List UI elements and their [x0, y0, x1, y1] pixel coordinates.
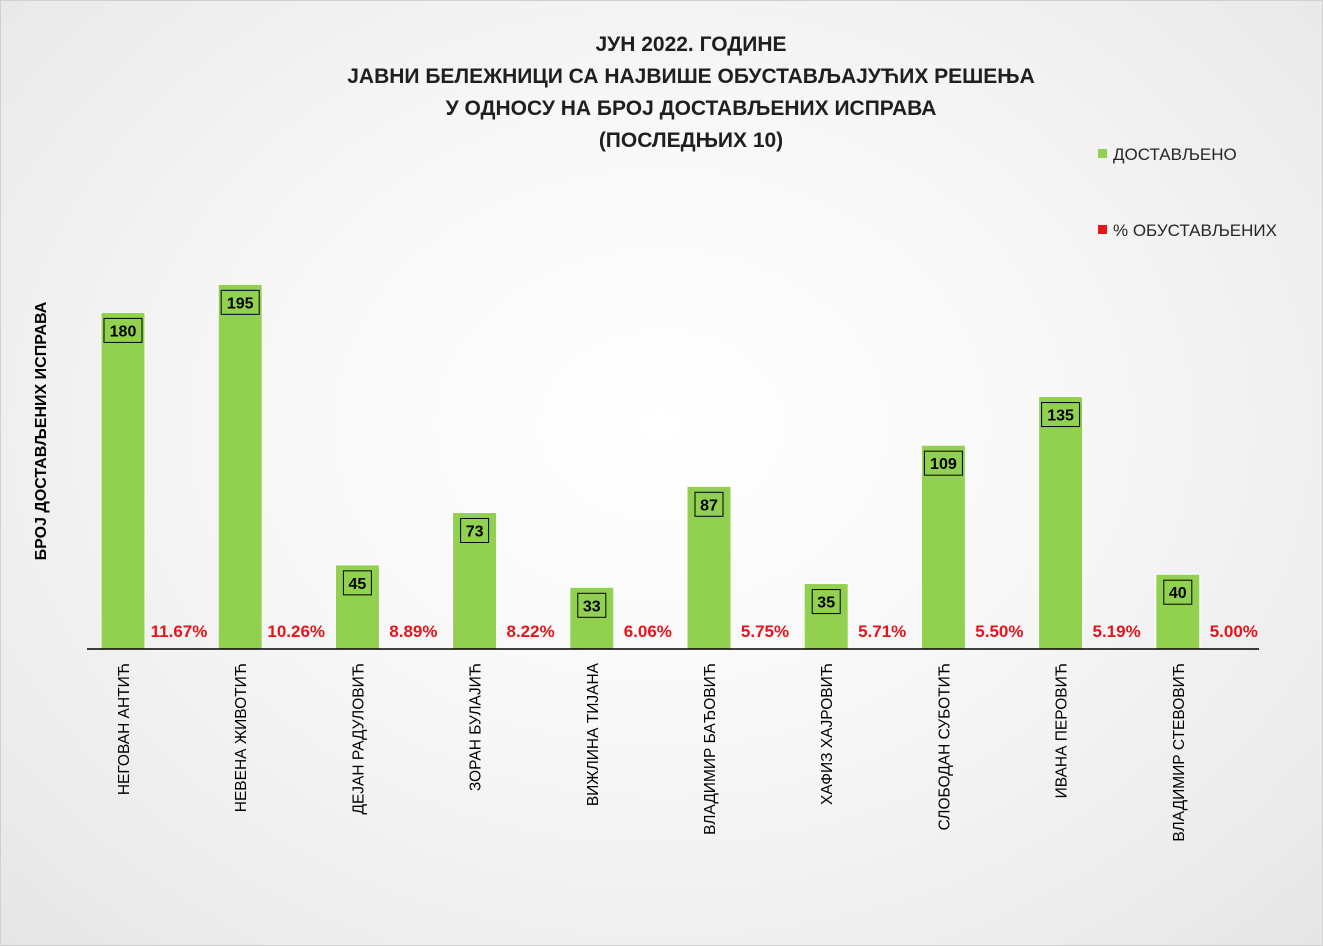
value-label: 73 [466, 523, 484, 540]
value-label: 180 [110, 323, 137, 340]
value-label: 87 [700, 497, 718, 514]
category-label: ВИЖЛИНА ТИЈАНА [585, 662, 602, 806]
value-label-box [342, 570, 372, 596]
bar-delivered [100, 311, 146, 650]
value-label: 195 [227, 295, 254, 312]
percent-label: 8.22% [506, 622, 554, 641]
bar-delivered [920, 444, 966, 650]
value-label-box [103, 317, 143, 343]
value-label: 135 [1047, 408, 1074, 425]
percent-label: 5.19% [1092, 622, 1140, 641]
category-label: СЛОБОДАН СУБОТИЋ [936, 663, 953, 830]
percent-label: 6.06% [624, 622, 672, 641]
percent-label: 5.00% [1210, 622, 1258, 641]
percent-label: 10.26% [267, 622, 325, 641]
legend-label-suspended: % ОБУСТАВЉЕНИХ [1113, 221, 1277, 240]
value-label-box [694, 491, 724, 517]
value-label-box [923, 450, 963, 476]
legend-swatch-delivered [1098, 149, 1107, 158]
category-label: НЕГОВАН АНТИЋ [116, 663, 133, 795]
value-label-box [220, 289, 260, 315]
value-label: 45 [349, 576, 367, 593]
value-label-box [1041, 402, 1081, 428]
value-label-box [577, 592, 607, 618]
legend: ДОСТАВЉЕНО % ОБУСТАВЉЕНИХ [1098, 145, 1277, 240]
title-line-1: ЈУН 2022. ГОДИНЕ [595, 33, 786, 56]
value-label: 33 [583, 598, 601, 615]
value-label-box [460, 517, 490, 543]
category-label: ВЛАДИМИР СТЕВОВИЋ [1171, 663, 1188, 842]
percent-label: 5.50% [975, 622, 1023, 641]
percent-label: 11.67% [151, 622, 208, 641]
legend-swatch-suspended [1098, 225, 1107, 234]
title-line-4: (ПОСЛЕДЊИХ 10) [599, 129, 783, 152]
title-line-3: У ОДНОСУ НА БРОЈ ДОСТАВЉЕНИХ ИСПРАВА [446, 97, 937, 120]
value-label-box [1163, 579, 1193, 605]
category-label: ИВАНА ПЕРОВИЋ [1054, 663, 1071, 798]
y-axis-label: БРОЈ ДОСТАВЉЕНИХ ИСПРАВА [33, 301, 50, 560]
percent-label: 8.89% [389, 622, 437, 641]
value-label: 40 [1169, 585, 1187, 602]
value-label: 109 [930, 456, 957, 473]
bar-delivered [217, 283, 263, 650]
chart-title: ЈУН 2022. ГОДИНЕ ЈАВНИ БЕЛЕЖНИЦИ СА НАЈВ… [347, 33, 1035, 152]
category-label: ДЕЈАН РАДУЛОВИЋ [350, 663, 367, 815]
category-label: ВЛАДИМИР БАЂОВИЋ [702, 663, 719, 835]
percent-label: 5.71% [858, 622, 906, 641]
legend-label-delivered: ДОСТАВЉЕНО [1113, 145, 1237, 164]
category-label: ХАФИЗ ХАЈРОВИЋ [819, 663, 836, 805]
plot-area: 180 11.67% НЕГОВАН АНТИЋ 195 10.26% НЕВЕНА ЖИ… [100, 283, 1258, 842]
category-label: ЗОРАН БУЛАЈИЋ [468, 663, 485, 791]
title-line-2: ЈАВНИ БЕЛЕЖНИЦИ СА НАЈВИШЕ ОБУСТАВЉАЈУЋИ… [347, 65, 1035, 88]
percent-label: 5.75% [741, 622, 789, 641]
value-label: 35 [817, 595, 835, 612]
category-label: НЕВЕНА ЖИВОТИЋ [233, 663, 250, 812]
value-label-box [811, 589, 841, 615]
bar-delivered [1038, 396, 1084, 650]
